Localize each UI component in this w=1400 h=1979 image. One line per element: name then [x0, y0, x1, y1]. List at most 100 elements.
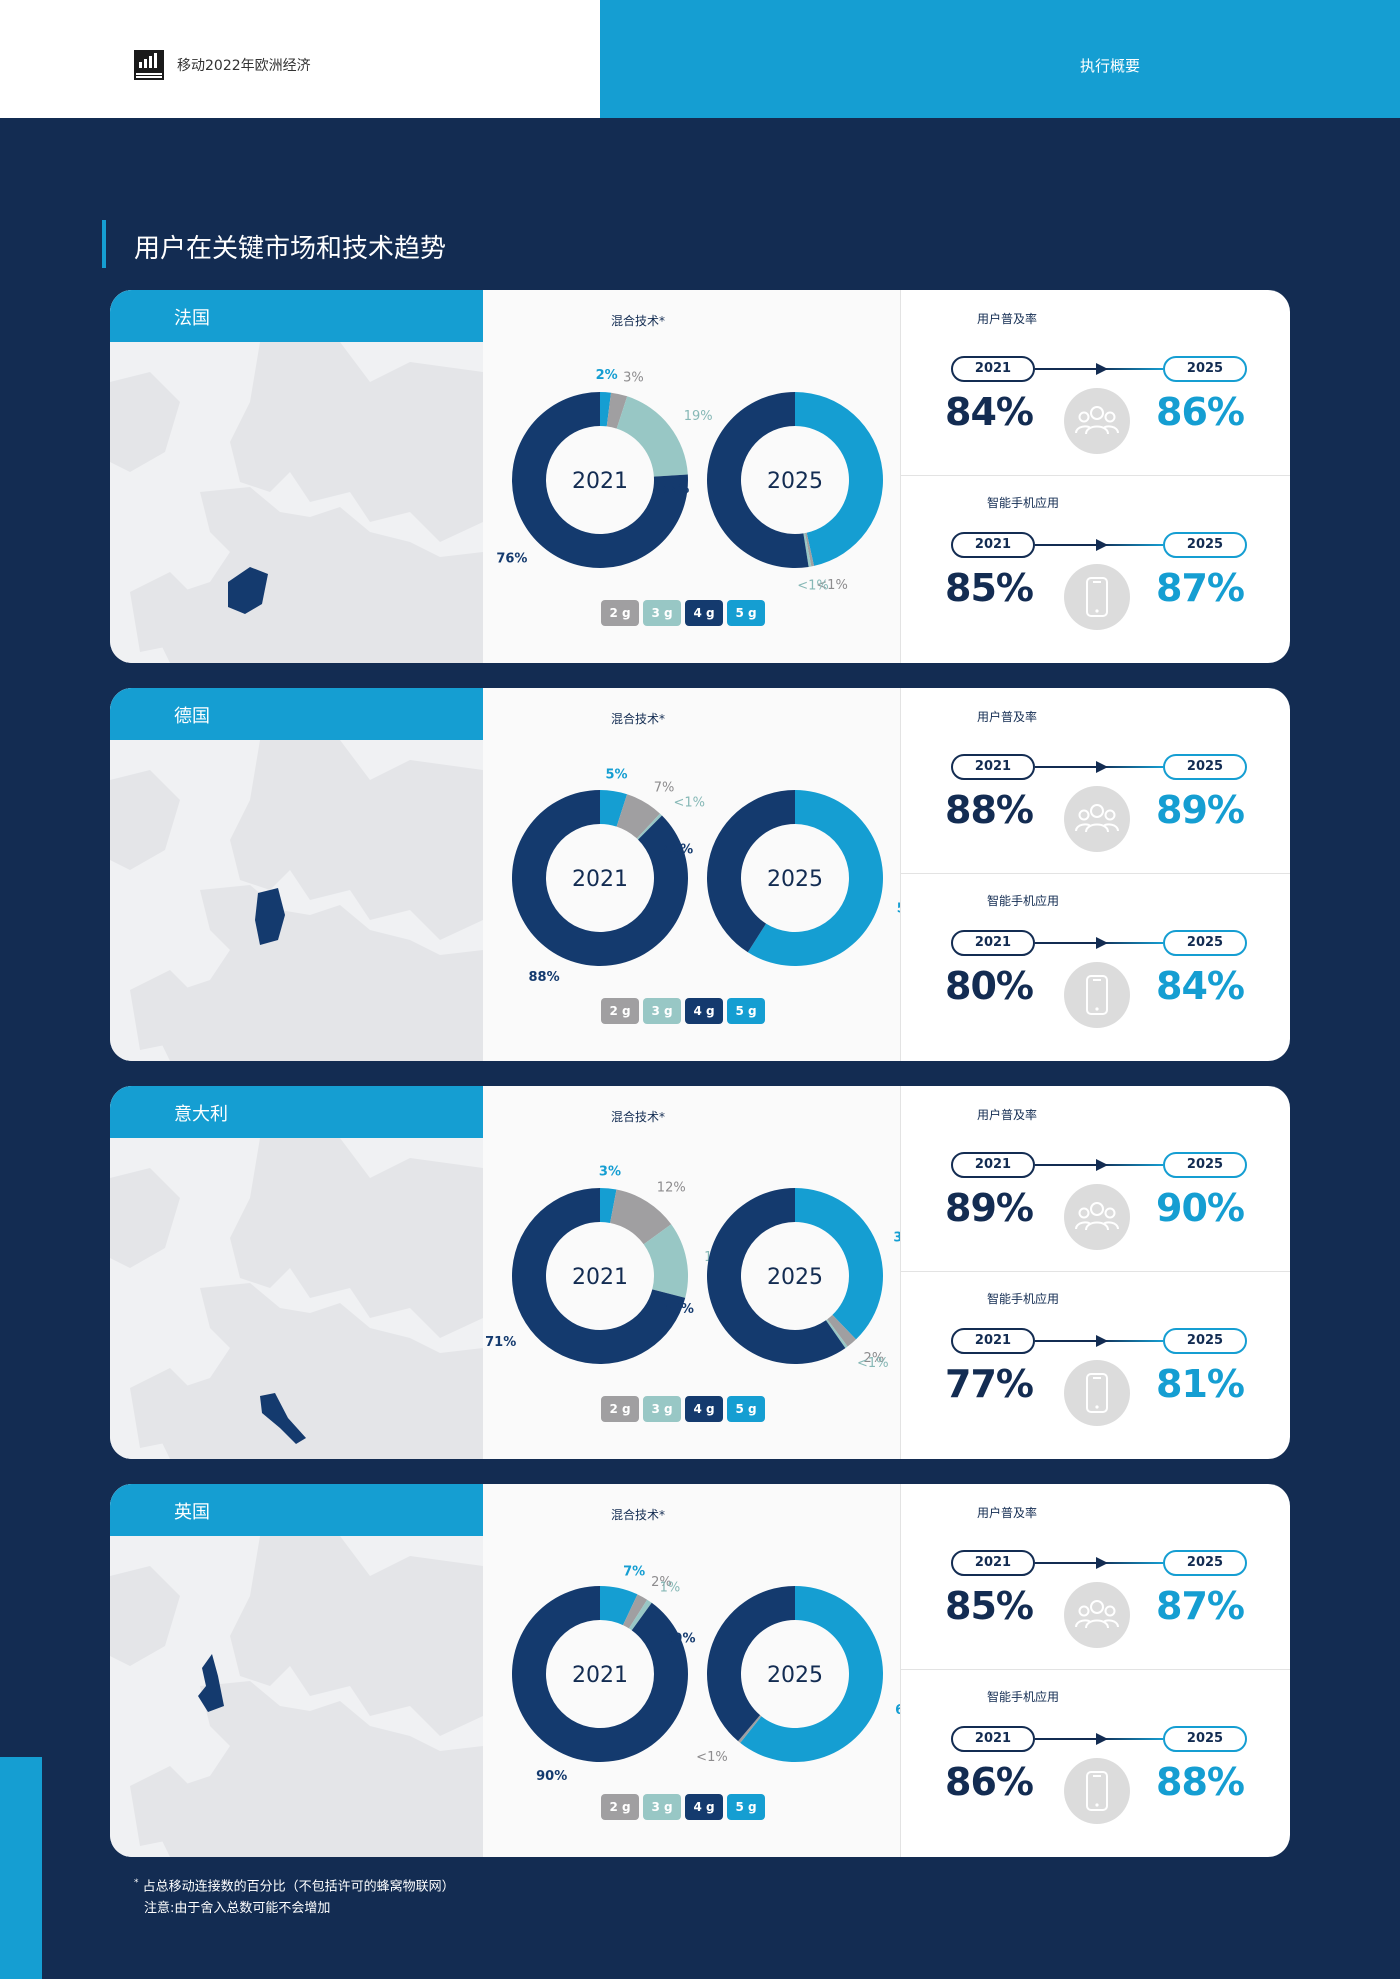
donut-2021-segment-4g	[512, 392, 688, 568]
year-arrow: 2021 2025	[951, 1152, 1251, 1178]
smartphone-adoption: 智能手机应用 2021 2025 80% 84%	[901, 874, 1290, 1060]
smartphone-adoption-label: 智能手机应用	[987, 496, 1060, 510]
smartphone-2021-value: 85%	[945, 566, 1034, 610]
legend-swatch-4g: 4 g	[685, 998, 723, 1024]
subscriber-penetration-label: 用户普及率	[977, 312, 1038, 326]
country-name: 英国	[110, 1484, 483, 1536]
donut-2025-label-5g: 61%	[895, 1703, 900, 1718]
technology-mix-panel: 混合技术* 3%12%14%71%202138%2%<1%60%2025 2 g…	[483, 1086, 900, 1459]
donut-2025-label-4g: 41%	[662, 842, 693, 857]
legend-swatch-3g: 3 g	[643, 600, 681, 626]
legend-swatch-2g: 2 g	[601, 1794, 639, 1820]
footnote-marker: *	[134, 1878, 139, 1888]
legend-swatch-3g: 3 g	[643, 998, 681, 1024]
europe-map	[110, 1138, 483, 1459]
donut-2025-segment-2g	[805, 532, 815, 567]
stats-panel: 用户普及率 2021 2025 84%	[900, 290, 1290, 663]
donut-2021-label-5g: 5%	[605, 767, 627, 782]
donut-2021-label-4g: 76%	[496, 551, 527, 566]
donut-2021-segment-2g	[610, 1189, 672, 1245]
donut-2021-label-4g: 90%	[536, 1769, 567, 1784]
subscriber-2025-value: 90%	[1156, 1186, 1245, 1230]
smartphone-icon	[1064, 1758, 1130, 1824]
year-arrow: 2021 2025	[951, 1550, 1251, 1576]
donut-2025-label-4g: 39%	[664, 1631, 695, 1646]
country-card-3: 意大利 混合技术* 3%12%14%71%202138%2%<1%60%2025…	[110, 1086, 1290, 1459]
subscriber-2021-value: 89%	[945, 1186, 1034, 1230]
subscriber-penetration-label: 用户普及率	[977, 710, 1038, 724]
people-group-icon	[1064, 1184, 1130, 1250]
donut-2021-label-5g: 3%	[599, 1164, 621, 1179]
legend-swatch-5g: 5 g	[727, 1396, 765, 1422]
donut-2021-segment-2g	[622, 1594, 648, 1629]
legend-swatch-2g: 2 g	[601, 1396, 639, 1422]
country-card-2: 德国 混合技术* 5% 7%<1% 88% 2021 59% 41% 2025 2 g3 g…	[110, 688, 1290, 1061]
donut-2025-segment-3g	[803, 533, 812, 567]
smartphone-2021-value: 77%	[945, 1362, 1034, 1406]
stats-panel: 用户普及率 2021 2025 89%	[900, 1086, 1290, 1459]
donut-2025-label-2g: <1%	[816, 578, 848, 593]
legend-swatch-3g: 3 g	[643, 1794, 681, 1820]
year-end-pill: 2025	[1163, 754, 1247, 780]
donut-2025-segment-5g	[740, 1586, 883, 1762]
subscriber-penetration: 用户普及率 2021 2025 84%	[901, 290, 1290, 476]
year-arrow: 2021 2025	[951, 930, 1251, 956]
donut-2021-segment-5g	[600, 392, 612, 427]
map-panel: 德国	[110, 688, 483, 1061]
legend-swatch-2g: 2 g	[601, 600, 639, 626]
donut-2025-segment-4g	[707, 790, 795, 953]
legend-swatch-3g: 3 g	[643, 1396, 681, 1422]
smartphone-2025-value: 84%	[1156, 964, 1245, 1008]
year-end-pill: 2025	[1163, 1152, 1247, 1178]
year-arrow: 2021 2025	[951, 754, 1251, 780]
donut-2025-center-year: 2025	[767, 1663, 823, 1688]
country-name: 意大利	[110, 1086, 483, 1138]
year-end-pill: 2025	[1163, 1726, 1247, 1752]
smartphone-adoption-label: 智能手机应用	[987, 1690, 1060, 1704]
title-accent-bar	[102, 220, 106, 268]
people-group-icon	[1064, 388, 1130, 454]
publication-title: 移动2022年欧洲经济	[177, 58, 311, 74]
technology-mix-panel: 混合技术* 7% 2%1% 90% 2021 61% <1% 39% 2025 2 g3 g4…	[483, 1484, 900, 1857]
donut-2025-segment-4g	[706, 392, 809, 568]
smartphone-2025-value: 87%	[1156, 566, 1245, 610]
donut-2025-label-3g: <1%	[857, 1356, 889, 1371]
smartphone-2021-value: 86%	[945, 1760, 1034, 1804]
donut-2021-segment-3g	[616, 396, 688, 477]
smartphone-adoption: 智能手机应用 2021 2025 85% 87%	[901, 476, 1290, 662]
smartphone-adoption-label: 智能手机应用	[987, 1292, 1060, 1306]
donut-2025-label-2g: 2%	[864, 1351, 885, 1366]
donut-2025-center-year: 2025	[767, 469, 823, 494]
technology-mix-donuts: 5% 7%<1% 88% 2021 59% 41% 2025	[512, 767, 900, 985]
map-panel: 法国	[110, 290, 483, 663]
subscriber-penetration: 用户普及率 2021 2025 85%	[901, 1484, 1290, 1670]
year-end-pill: 2025	[1163, 1328, 1247, 1354]
gsma-logo-icon	[134, 50, 164, 80]
subscriber-2025-value: 86%	[1156, 390, 1245, 434]
donut-2021-segment-5g	[600, 1586, 638, 1626]
year-arrow: 2021 2025	[951, 1726, 1251, 1752]
subscriber-2025-value: 87%	[1156, 1584, 1245, 1628]
page-title: 用户在关键市场和技术趋势	[134, 234, 447, 264]
donut-2021-label-2g: 12%	[657, 1181, 686, 1196]
donut-2021-label-2g: 3%	[623, 371, 644, 386]
smartphone-adoption: 智能手机应用 2021 2025 86% 88%	[901, 1670, 1290, 1856]
subscriber-2021-value: 84%	[945, 390, 1034, 434]
year-start-pill: 2021	[951, 930, 1035, 956]
smartphone-adoption-label: 智能手机应用	[987, 894, 1060, 908]
legend-swatch-5g: 5 g	[727, 998, 765, 1024]
donut-2021-segment-5g	[600, 790, 628, 827]
technology-mix-panel: 混合技术* 5% 7%<1% 88% 2021 59% 41% 2025 2 g3 g4 g…	[483, 688, 900, 1061]
technology-mix-title: 混合技术*	[611, 314, 666, 328]
header-right: 执行概要	[600, 0, 1400, 118]
year-start-pill: 2021	[951, 532, 1035, 558]
smartphone-2025-value: 81%	[1156, 1362, 1245, 1406]
section-tab[interactable]: 执行概要	[1080, 57, 1141, 75]
technology-mix-title: 混合技术*	[611, 712, 666, 726]
donut-2025-segment-5g	[795, 1188, 883, 1340]
donut-2021-label-3g: 1%	[660, 1580, 681, 1595]
country-name: 德国	[110, 688, 483, 740]
year-start-pill: 2021	[951, 1328, 1035, 1354]
technology-mix-title: 混合技术*	[611, 1508, 666, 1522]
